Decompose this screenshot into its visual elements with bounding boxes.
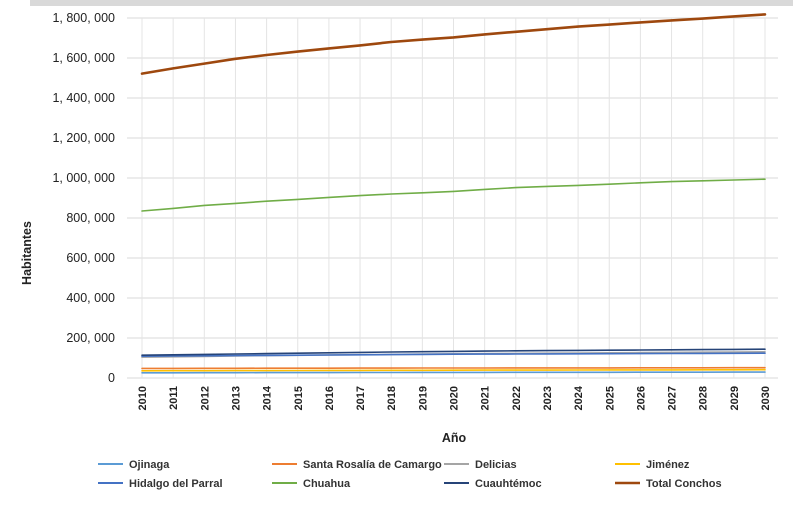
x-tick-label: 2014 <box>262 385 274 410</box>
x-tick-label: 2029 <box>729 386 741 410</box>
legend-label: Jiménez <box>646 459 690 471</box>
top-border-bar <box>30 0 793 6</box>
legend: Ojinaga Santa Rosalía de Camargo Delicias J… <box>98 459 722 490</box>
x-tick-label: 2023 <box>542 386 554 410</box>
x-tick-label: 2025 <box>604 386 616 410</box>
x-tick-label: 2018 <box>386 386 398 410</box>
x-tick-label: 2013 <box>230 386 242 410</box>
series-lines <box>140 13 767 374</box>
legend-label: Total Conchos <box>646 478 722 490</box>
x-tick-label: 2019 <box>417 386 429 410</box>
series-line-santa-rosal-a-de-camargo <box>141 366 766 370</box>
legend-item: Santa Rosalía de Camargo <box>272 459 442 471</box>
legend-item: Chuahua <box>272 478 351 490</box>
x-tick-label: 2028 <box>698 386 710 410</box>
legend-label: Ojinaga <box>129 459 170 471</box>
y-tick-label: 1, 400, 000 <box>52 91 115 105</box>
y-tick-label: 1, 800, 000 <box>52 11 115 25</box>
y-tick-label: 400, 000 <box>66 291 115 305</box>
y-axis: 0 200, 000 400, 000 600, 000 800, 000 1, 000,… <box>52 11 115 385</box>
y-tick-label: 1, 600, 000 <box>52 51 115 65</box>
series-line-jim-nez <box>141 368 766 372</box>
x-tick-label: 2021 <box>480 386 492 410</box>
series-line-cuauht-moc <box>141 348 766 357</box>
legend-item: Jiménez <box>615 459 690 471</box>
x-tick-label: 2017 <box>355 386 367 410</box>
x-tick-label: 2015 <box>293 386 305 410</box>
legend-item: Delicias <box>444 459 517 471</box>
series-line-hidalgo-del-parral <box>141 352 766 358</box>
y-axis-title: Habitantes <box>20 221 34 285</box>
series-line-total-conchos <box>140 13 767 75</box>
legend-item: Hidalgo del Parral <box>98 478 223 490</box>
legend-label: Hidalgo del Parral <box>129 478 223 490</box>
series-line-ojinaga <box>141 371 766 374</box>
legend-item: Total Conchos <box>615 478 722 490</box>
legend-item: Cuauhtémoc <box>444 478 542 490</box>
legend-label: Santa Rosalía de Camargo <box>303 459 442 471</box>
y-tick-label: 1, 200, 000 <box>52 131 115 145</box>
x-tick-label: 2012 <box>199 386 211 410</box>
legend-item: Ojinaga <box>98 459 170 471</box>
x-tick-label: 2022 <box>511 386 523 410</box>
y-tick-label: 600, 000 <box>66 251 115 265</box>
series-line-chuahua <box>141 178 766 212</box>
x-tick-label: 2016 <box>324 386 336 410</box>
legend-label: Cuauhtémoc <box>475 478 542 490</box>
y-tick-label: 0 <box>108 371 115 385</box>
y-tick-label: 200, 000 <box>66 331 115 345</box>
x-tick-label: 2011 <box>168 386 180 410</box>
x-axis: 2010 2011 2012 2013 2014 2015 2016 2017 2018 2019… <box>137 385 772 410</box>
legend-label: Chuahua <box>303 478 351 490</box>
x-axis-title: Año <box>442 431 467 445</box>
x-tick-label: 2030 <box>760 386 772 410</box>
legend-label: Delicias <box>475 459 517 471</box>
x-tick-label: 2020 <box>449 386 461 410</box>
y-tick-label: 1, 000, 000 <box>52 171 115 185</box>
x-tick-label: 2024 <box>573 385 585 410</box>
x-tick-label: 2026 <box>635 386 647 410</box>
x-tick-label: 2010 <box>137 386 149 410</box>
y-tick-label: 800, 000 <box>66 211 115 225</box>
x-tick-label: 2027 <box>667 386 679 410</box>
gridlines <box>127 17 778 379</box>
